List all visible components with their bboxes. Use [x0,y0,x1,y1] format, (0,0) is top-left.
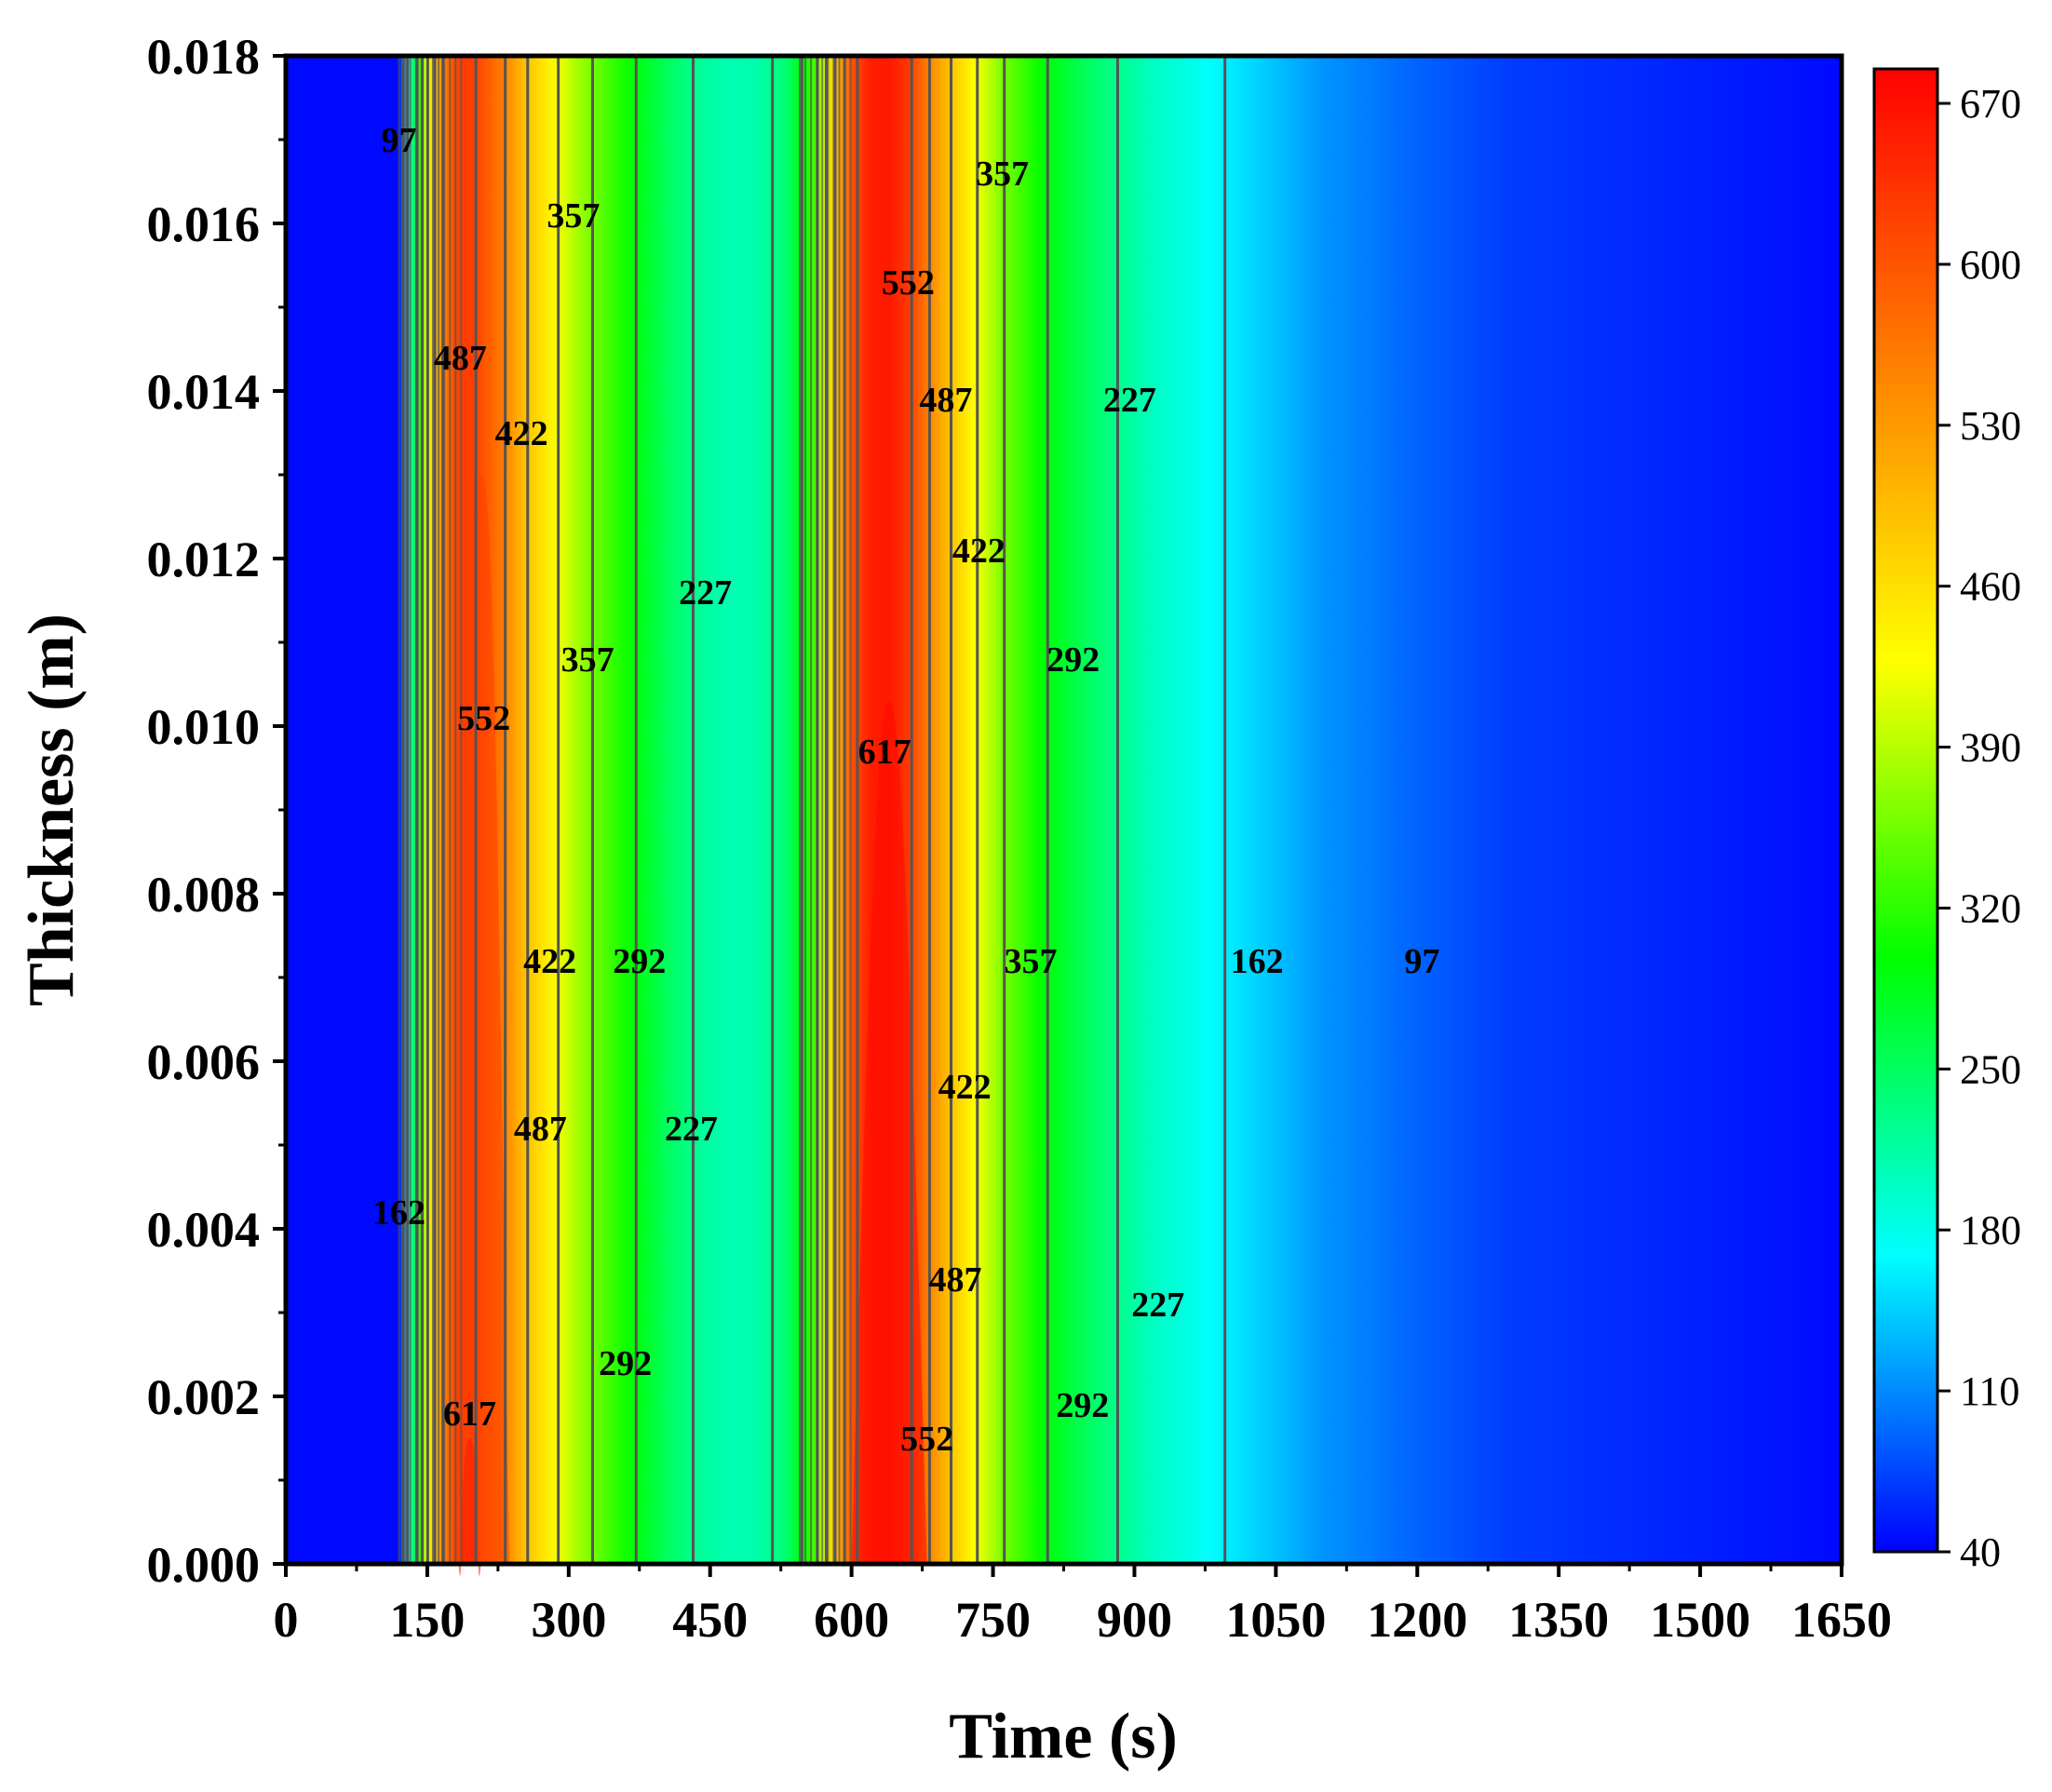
colorbar-tick-label: 110 [1960,1368,2019,1414]
colorbar-tick-label: 390 [1960,725,2021,771]
peak-region-2 [851,701,927,1564]
contour-label: 422 [495,414,548,453]
contour-label: 97 [382,121,417,160]
contour-label: 292 [599,1344,652,1383]
y-tick-label: 0.018 [147,29,261,85]
contour-label: 357 [976,155,1029,194]
x-tick-label: 600 [814,1592,889,1648]
colorbar-ticks: 40 110 180 250 320 390 460 530 600 670 [1937,81,2021,1575]
x-tick-label: 750 [955,1592,1031,1648]
contour-label: 487 [929,1260,982,1300]
colorbar-tick-label: 530 [1960,403,2021,449]
y-tick-label: 0.014 [147,364,261,420]
colorbar-scale [1872,67,1939,1554]
colorbar-tick-label: 600 [1960,242,2021,288]
contour-label: 487 [434,339,487,378]
x-tick-label: 450 [672,1592,748,1648]
contour-label: 97 [1404,942,1439,981]
x-tick-label: 1050 [1225,1592,1326,1648]
contour-label: 227 [1103,381,1156,420]
contour-label: 227 [665,1110,718,1149]
colorbar-tick-label: 460 [1960,564,2021,610]
contour-label: 357 [1005,942,1058,981]
y-tick-label: 0.012 [147,532,261,587]
contour-label: 162 [372,1193,425,1233]
contour-lines [398,56,1227,1564]
peak-regions [452,475,927,1576]
peak-region-1 [452,475,510,1564]
contour-label: 292 [613,942,666,981]
contour-label: 357 [547,196,600,236]
x-tick-label: 1350 [1508,1592,1609,1648]
contour-label: 552 [457,699,510,738]
y-axis: 0.000 0.002 0.004 0.006 0.008 0.010 0.012 0.014… [147,29,286,1593]
x-tick-label: 1500 [1650,1592,1750,1648]
colorbar-tick-label: 320 [1960,885,2021,931]
x-tick-label: 1200 [1367,1592,1467,1648]
x-tick-label: 0 [274,1592,299,1648]
y-tick-label: 0.002 [147,1369,261,1425]
x-tick-label: 150 [389,1592,465,1648]
contour-label: 422 [952,532,1006,571]
colorbar: 40 110 180 250 320 390 460 530 600 670 [1872,67,2021,1575]
y-tick-label: 0.004 [147,1202,261,1258]
contour-label: 617 [858,733,911,772]
x-tick-label: 300 [531,1592,606,1648]
x-axis: 0 150 300 450 600 750 900 1050 1200 1350 1500 1650 [274,1564,1892,1648]
colorbar-tick-label: 250 [1960,1046,2021,1092]
y-tick-label: 0.008 [147,867,261,923]
y-axis-title: Thickness (m) [16,613,88,1006]
x-tick-label: 900 [1097,1592,1172,1648]
contour-label: 422 [523,942,576,981]
x-axis-title: Time (s) [949,1701,1178,1772]
contour-label: 357 [561,640,614,680]
colorbar-tick-label: 180 [1960,1207,2021,1253]
contour-label: 552 [882,263,935,303]
contour-label: 422 [938,1068,992,1107]
colorbar-tick-label: 670 [1960,81,2021,127]
heatmap-field [286,56,1842,1564]
y-tick-label: 0.000 [147,1537,261,1593]
contour-label: 292 [1046,640,1100,680]
x-tick-label: 1650 [1791,1592,1892,1648]
contour-label: 617 [443,1395,496,1434]
colorbar-tick-label: 40 [1960,1529,2001,1575]
contour-label: 487 [514,1110,567,1149]
contour-label: 162 [1231,942,1284,981]
y-tick-label: 0.010 [147,699,261,755]
y-tick-label: 0.006 [147,1034,261,1090]
y-tick-label: 0.016 [147,196,261,252]
contour-label: 227 [1131,1286,1184,1325]
contour-label: 552 [900,1420,953,1459]
contour-label: 227 [679,573,732,613]
contour-label: 487 [919,381,972,420]
contour-label: 292 [1056,1386,1109,1425]
